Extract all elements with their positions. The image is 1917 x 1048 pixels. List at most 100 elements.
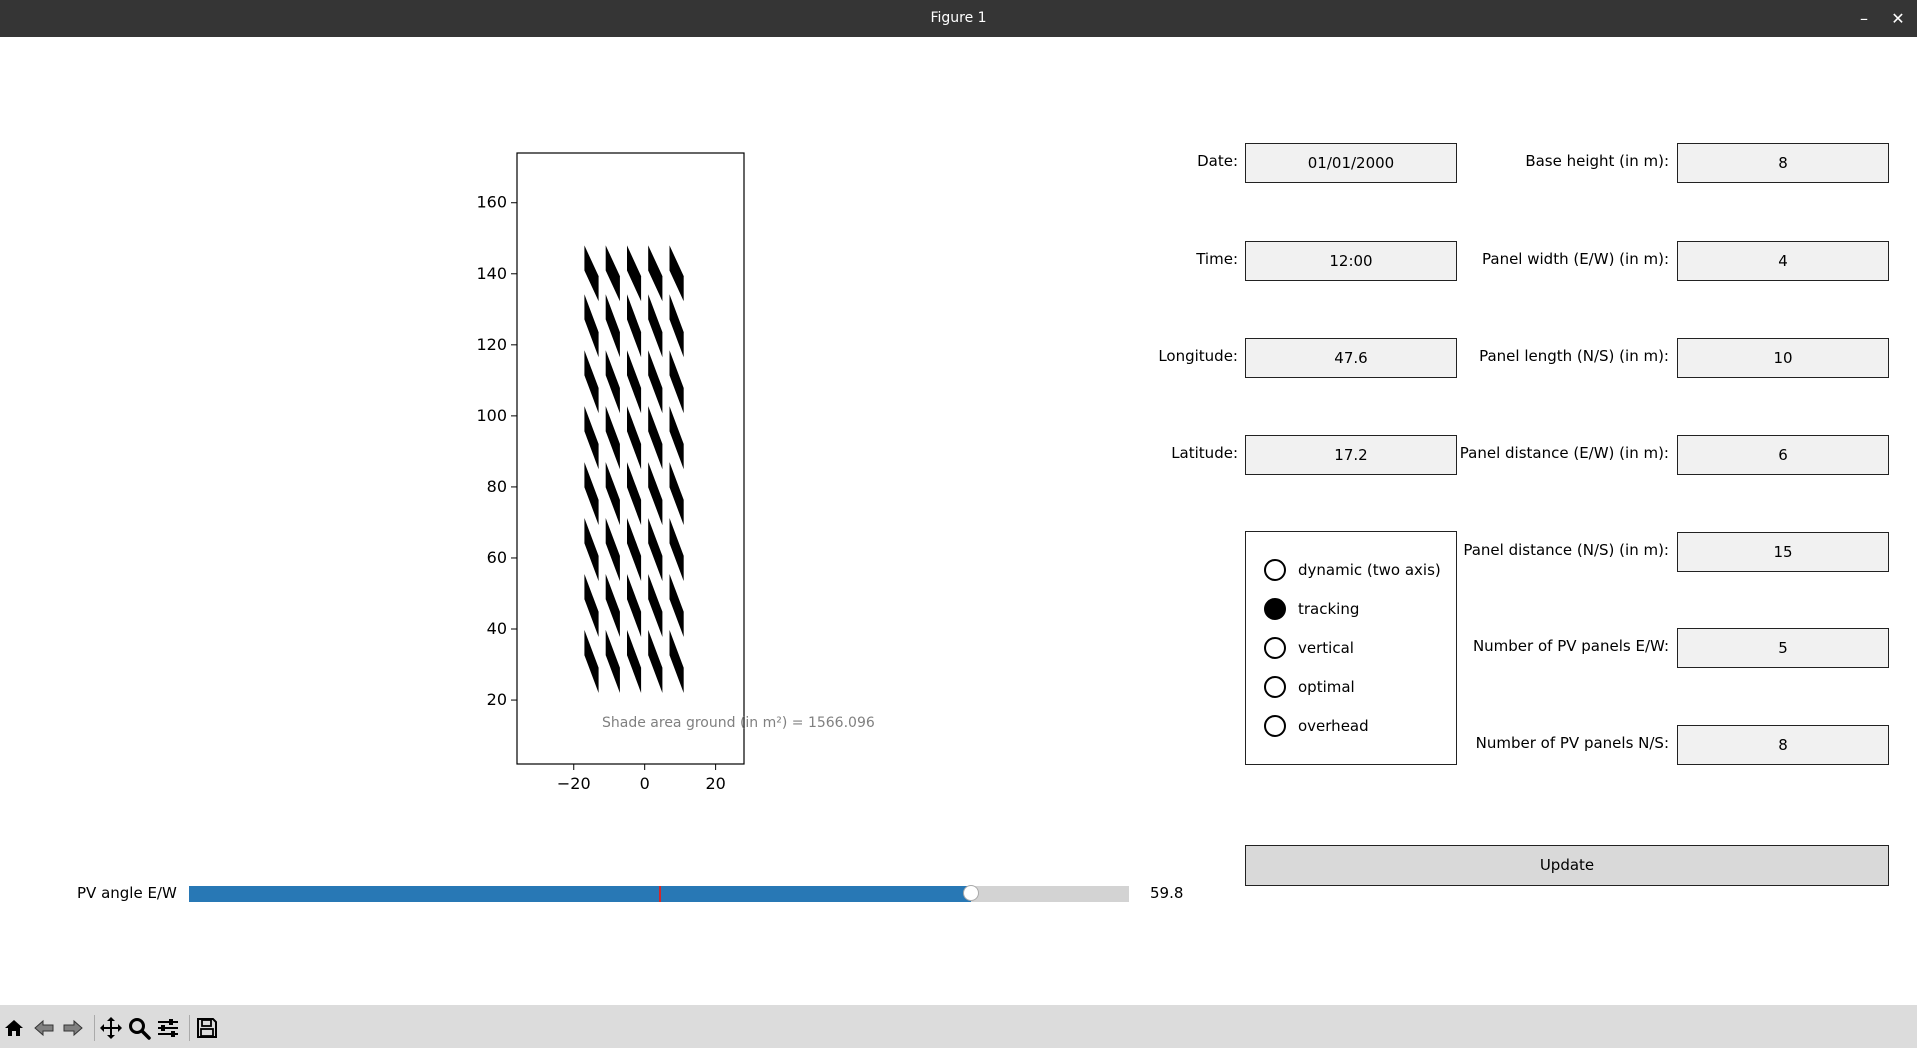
panel-distance-ns-input[interactable]: 15: [1677, 532, 1889, 572]
shadow-polygon-c0-r5: [584, 350, 599, 414]
mode-radio-group: dynamic (two axis) tracking vertical opt…: [1245, 531, 1457, 765]
latitude-input[interactable]: 17.2: [1245, 435, 1457, 475]
pv-angle-value: 59.8: [1150, 884, 1184, 902]
shadow-polygon-c3-r5: [648, 350, 663, 414]
panel-distance-ew-label: Panel distance (E/W) (in m):: [1459, 444, 1669, 462]
shadow-polygon-c1-r6: [605, 294, 620, 358]
shadow-polygon-c2-r7: [627, 245, 642, 302]
shadow-polygon-c1-r3: [605, 462, 620, 526]
shadow-polygons: [584, 245, 684, 693]
pan-icon[interactable]: [99, 1016, 123, 1040]
shadow-polygon-c2-r1: [627, 574, 642, 637]
x-tick-label: −20: [557, 774, 591, 793]
panel-length-label: Panel length (N/S) (in m):: [1479, 347, 1669, 365]
back-icon[interactable]: [32, 1016, 56, 1040]
y-tick-label: 20: [487, 690, 507, 709]
num-panels-ew-input[interactable]: 5: [1677, 628, 1889, 668]
navigation-toolbar: [0, 1005, 1917, 1048]
home-icon[interactable]: [2, 1016, 26, 1040]
radio-optimal[interactable]: optimal: [1246, 673, 1456, 703]
toolbar-separator: [189, 1015, 190, 1041]
radio-button-overhead[interactable]: [1264, 715, 1286, 737]
x-tick-label: 0: [640, 774, 650, 793]
radio-button-optimal[interactable]: [1264, 676, 1286, 698]
shadow-polygon-c4-r5: [669, 350, 684, 414]
panel-width-input[interactable]: 4: [1677, 241, 1889, 281]
radio-label-vertical: vertical: [1298, 639, 1354, 657]
radio-button-tracking[interactable]: [1264, 598, 1286, 620]
window-title: Figure 1: [930, 10, 987, 26]
pv-angle-slider-label: PV angle E/W: [77, 884, 177, 902]
radio-dynamic-two-axis[interactable]: dynamic (two axis): [1246, 556, 1456, 586]
radio-button-dynamic[interactable]: [1264, 559, 1286, 581]
y-tick-label: 60: [487, 548, 507, 567]
shadow-polygon-c2-r6: [627, 294, 642, 358]
latitude-label: Latitude:: [1171, 444, 1238, 462]
update-button[interactable]: Update: [1245, 845, 1889, 886]
shadow-polygon-c0-r1: [584, 574, 599, 637]
shadow-polygon-c4-r0: [669, 629, 684, 693]
forward-icon[interactable]: [61, 1016, 85, 1040]
longitude-label: Longitude:: [1158, 347, 1238, 365]
shadow-polygon-c4-r4: [669, 406, 684, 470]
radio-button-vertical[interactable]: [1264, 637, 1286, 659]
shadow-polygon-c0-r4: [584, 406, 599, 470]
shadow-polygon-c4-r3: [669, 462, 684, 526]
shadow-polygon-c1-r5: [605, 350, 620, 414]
radio-label-tracking: tracking: [1298, 600, 1360, 618]
minimize-icon[interactable]: –: [1860, 9, 1868, 28]
shadow-polygon-c3-r3: [648, 462, 663, 526]
zoom-icon[interactable]: [127, 1016, 151, 1040]
radio-label-optimal: optimal: [1298, 678, 1355, 696]
panel-length-input[interactable]: 10: [1677, 338, 1889, 378]
pv-angle-slider[interactable]: [189, 885, 1129, 902]
y-tick-label: 120: [476, 335, 507, 354]
shadow-polygon-c4-r1: [669, 574, 684, 637]
panel-distance-ew-input[interactable]: 6: [1677, 435, 1889, 475]
y-tick-label: 140: [476, 264, 507, 283]
shadow-polygon-c2-r2: [627, 518, 642, 582]
shadow-polygon-c1-r1: [605, 574, 620, 637]
y-tick-label: 100: [476, 406, 507, 425]
x-axis-ticks: −20 0 20: [557, 764, 726, 793]
panel-width-label: Panel width (E/W) (in m):: [1482, 250, 1669, 268]
shadow-polygon-c3-r0: [648, 629, 663, 693]
radio-vertical[interactable]: vertical: [1246, 634, 1456, 664]
y-tick-label: 40: [487, 619, 507, 638]
shadow-polygon-c2-r5: [627, 350, 642, 414]
shadow-polygon-c4-r6: [669, 294, 684, 358]
radio-label-overhead: overhead: [1298, 717, 1369, 735]
shadow-polygon-c3-r4: [648, 406, 663, 470]
shadow-polygon-c0-r3: [584, 462, 599, 526]
num-panels-ew-label: Number of PV panels E/W:: [1472, 637, 1669, 655]
num-panels-ns-input[interactable]: 8: [1677, 725, 1889, 765]
shadow-polygon-c4-r2: [669, 518, 684, 582]
toolbar-separator: [94, 1015, 95, 1041]
shadow-polygon-c3-r1: [648, 574, 663, 637]
num-panels-ns-label: Number of PV panels N/S:: [1475, 734, 1669, 752]
shadow-polygon-c3-r2: [648, 518, 663, 582]
shadow-polygon-c0-r6: [584, 294, 599, 358]
shadow-plot[interactable]: −20 0 20 20 40 60 80 100 120 140 160 Shade area g…: [0, 37, 1917, 797]
shadow-polygon-c0-r0: [584, 629, 599, 693]
close-icon[interactable]: ✕: [1891, 9, 1905, 28]
slider-handle[interactable]: [963, 885, 980, 901]
shadow-polygon-c1-r0: [605, 629, 620, 693]
time-input[interactable]: 12:00: [1245, 241, 1457, 281]
shadow-polygon-c4-r7: [669, 245, 684, 302]
y-tick-label: 160: [476, 193, 507, 212]
save-icon[interactable]: [195, 1016, 219, 1040]
date-input[interactable]: 01/01/2000: [1245, 143, 1457, 183]
shadow-polygon-c3-r6: [648, 294, 663, 358]
base-height-input[interactable]: 8: [1677, 143, 1889, 183]
date-label: Date:: [1197, 152, 1238, 170]
longitude-input[interactable]: 47.6: [1245, 338, 1457, 378]
radio-overhead[interactable]: overhead: [1246, 712, 1456, 742]
shadow-polygon-c0-r2: [584, 518, 599, 582]
shadow-polygon-c2-r0: [627, 629, 642, 693]
shadow-polygon-c0-r7: [584, 245, 599, 302]
configure-subplots-icon[interactable]: [156, 1016, 180, 1040]
shadow-polygon-c1-r2: [605, 518, 620, 582]
radio-tracking[interactable]: tracking: [1246, 595, 1456, 625]
window-titlebar: Figure 1 – ✕: [0, 0, 1917, 37]
